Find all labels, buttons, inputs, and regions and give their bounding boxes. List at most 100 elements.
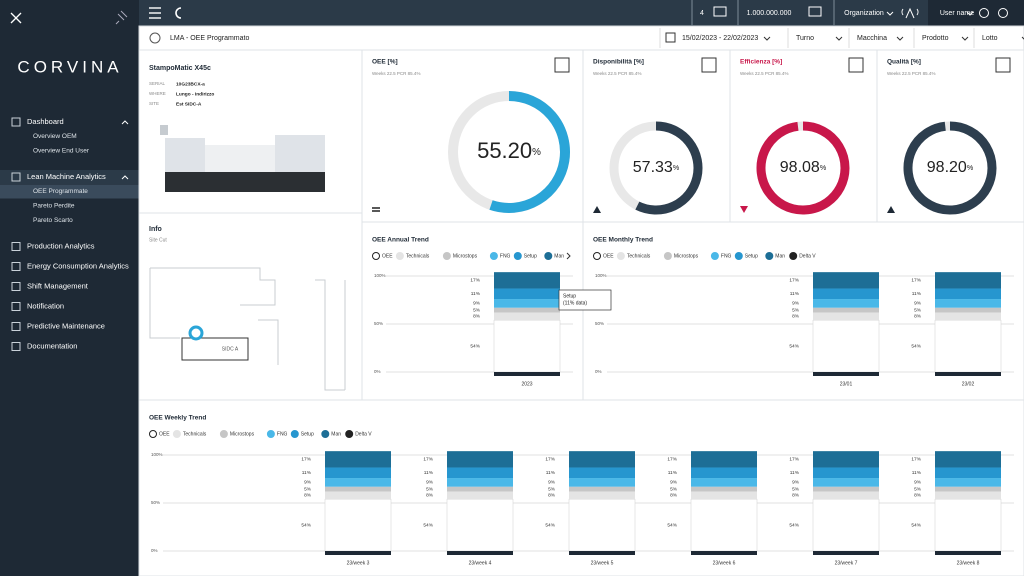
bar-segment[interactable] bbox=[813, 486, 879, 492]
legend-marker[interactable] bbox=[789, 252, 798, 260]
legend-label[interactable]: Man bbox=[554, 253, 564, 259]
bar-segment[interactable] bbox=[690, 498, 758, 552]
bar-segment[interactable] bbox=[494, 307, 560, 313]
user-icon[interactable] bbox=[979, 8, 989, 18]
legend-label[interactable]: OEE bbox=[159, 431, 170, 437]
legend-marker[interactable] bbox=[734, 252, 743, 260]
filter-select[interactable]: Turno bbox=[796, 35, 814, 42]
app-logo[interactable] bbox=[175, 7, 182, 19]
bar-segment[interactable] bbox=[934, 319, 1002, 373]
date-range[interactable]: 15/02/2023 - 22/02/2023 bbox=[682, 35, 758, 42]
bar-segment[interactable] bbox=[935, 491, 1001, 500]
legend-label[interactable]: Technicals bbox=[406, 253, 430, 259]
bar-segment[interactable] bbox=[447, 451, 513, 468]
bar-segment[interactable] bbox=[691, 486, 757, 492]
map-pin[interactable] bbox=[188, 325, 204, 341]
bar-segment[interactable] bbox=[813, 312, 879, 321]
legend-marker[interactable] bbox=[321, 430, 330, 438]
bar-segment[interactable] bbox=[691, 467, 757, 479]
legend-marker[interactable] bbox=[266, 430, 275, 438]
bar-segment[interactable] bbox=[569, 467, 635, 479]
legend-marker[interactable] bbox=[290, 430, 299, 438]
legend-marker[interactable] bbox=[513, 252, 522, 260]
bar-segment[interactable] bbox=[813, 467, 879, 479]
legend-label[interactable]: Setup bbox=[524, 253, 537, 259]
bar-segment[interactable] bbox=[569, 478, 635, 487]
legend-marker[interactable] bbox=[442, 252, 451, 260]
legend-label[interactable]: Delta V bbox=[355, 431, 372, 437]
legend-label[interactable]: Man bbox=[775, 253, 785, 259]
legend-label[interactable]: FNG bbox=[277, 431, 288, 437]
nav-item[interactable]: Lean Machine Analytics bbox=[27, 172, 106, 181]
pin-icon[interactable] bbox=[115, 10, 128, 25]
bar-segment[interactable] bbox=[324, 498, 392, 552]
bar-segment[interactable] bbox=[493, 319, 561, 373]
bar-segment[interactable] bbox=[447, 478, 513, 487]
legend-marker[interactable] bbox=[663, 252, 672, 260]
bar-segment[interactable] bbox=[813, 272, 879, 289]
legend-label[interactable]: Microstops bbox=[453, 253, 478, 259]
legend-marker[interactable] bbox=[395, 252, 404, 260]
legend-label[interactable]: FNG bbox=[500, 253, 511, 259]
filter-select[interactable]: Prodotto bbox=[922, 35, 949, 42]
calendar-icon[interactable] bbox=[665, 32, 676, 43]
bar-segment[interactable] bbox=[691, 451, 757, 468]
bar-segment[interactable] bbox=[935, 307, 1001, 313]
bar-segment[interactable] bbox=[935, 451, 1001, 468]
screen-icon[interactable] bbox=[808, 6, 822, 17]
legend-marker[interactable] bbox=[345, 430, 354, 438]
legend-label[interactable]: Setup bbox=[301, 431, 314, 437]
filter-select[interactable]: Lotto bbox=[982, 35, 998, 42]
bar-segment[interactable] bbox=[813, 478, 879, 487]
legend-label[interactable]: Technicals bbox=[183, 431, 207, 437]
bar-segment[interactable] bbox=[813, 299, 879, 308]
legend-marker[interactable] bbox=[489, 252, 498, 260]
bar-segment[interactable] bbox=[447, 491, 513, 500]
bar-segment[interactable] bbox=[325, 486, 391, 492]
legend-label[interactable]: FNG bbox=[721, 253, 732, 259]
legend-marker[interactable] bbox=[372, 252, 380, 260]
bar-segment[interactable] bbox=[935, 288, 1001, 300]
nav-subitem[interactable]: Overview OEM bbox=[33, 133, 77, 140]
bar-segment[interactable] bbox=[447, 486, 513, 492]
nav-item[interactable]: Shift Management bbox=[27, 281, 89, 290]
filter-select[interactable]: Macchina bbox=[857, 35, 887, 42]
bar-segment[interactable] bbox=[935, 467, 1001, 479]
help-icon[interactable] bbox=[998, 8, 1008, 18]
nav-subitem[interactable]: Pareto Perdite bbox=[33, 203, 75, 210]
nav-item[interactable]: Notification bbox=[27, 301, 64, 310]
bar-segment[interactable] bbox=[935, 272, 1001, 289]
monitor-icon[interactable] bbox=[713, 6, 727, 17]
legend-label[interactable]: Man bbox=[331, 431, 341, 437]
close-icon[interactable] bbox=[10, 12, 22, 24]
bar-segment[interactable] bbox=[813, 288, 879, 300]
nav-item[interactable]: Documentation bbox=[27, 341, 77, 350]
bar-segment[interactable] bbox=[446, 498, 514, 552]
legend-marker[interactable] bbox=[544, 252, 553, 260]
bar-segment[interactable] bbox=[494, 299, 560, 308]
legend-label[interactable]: Technicals bbox=[627, 253, 651, 259]
bar-segment[interactable] bbox=[934, 498, 1002, 552]
legend-label[interactable]: Delta V bbox=[799, 253, 816, 259]
nav-item[interactable]: Dashboard bbox=[27, 117, 64, 126]
legend-marker[interactable] bbox=[765, 252, 774, 260]
bar-segment[interactable] bbox=[935, 478, 1001, 487]
legend-marker[interactable] bbox=[219, 430, 228, 438]
bar-segment[interactable] bbox=[569, 491, 635, 500]
antenna-icon[interactable] bbox=[901, 7, 919, 19]
legend-label[interactable]: OEE bbox=[382, 253, 393, 259]
bar-segment[interactable] bbox=[812, 498, 880, 552]
bar-segment[interactable] bbox=[568, 498, 636, 552]
bar-segment[interactable] bbox=[691, 478, 757, 487]
bar-segment[interactable] bbox=[494, 312, 560, 321]
nav-subitem[interactable]: OEE Programmate bbox=[33, 188, 88, 195]
legend-label[interactable]: Setup bbox=[745, 253, 758, 259]
bar-segment[interactable] bbox=[691, 491, 757, 500]
menu-icon[interactable] bbox=[149, 7, 161, 19]
legend-marker[interactable] bbox=[149, 430, 157, 438]
bar-segment[interactable] bbox=[812, 319, 880, 373]
bar-segment[interactable] bbox=[935, 312, 1001, 321]
bar-segment[interactable] bbox=[935, 299, 1001, 308]
nav-item[interactable]: Energy Consumption Analytics bbox=[27, 261, 129, 270]
nav-item[interactable]: Predictive Maintenance bbox=[27, 321, 105, 330]
